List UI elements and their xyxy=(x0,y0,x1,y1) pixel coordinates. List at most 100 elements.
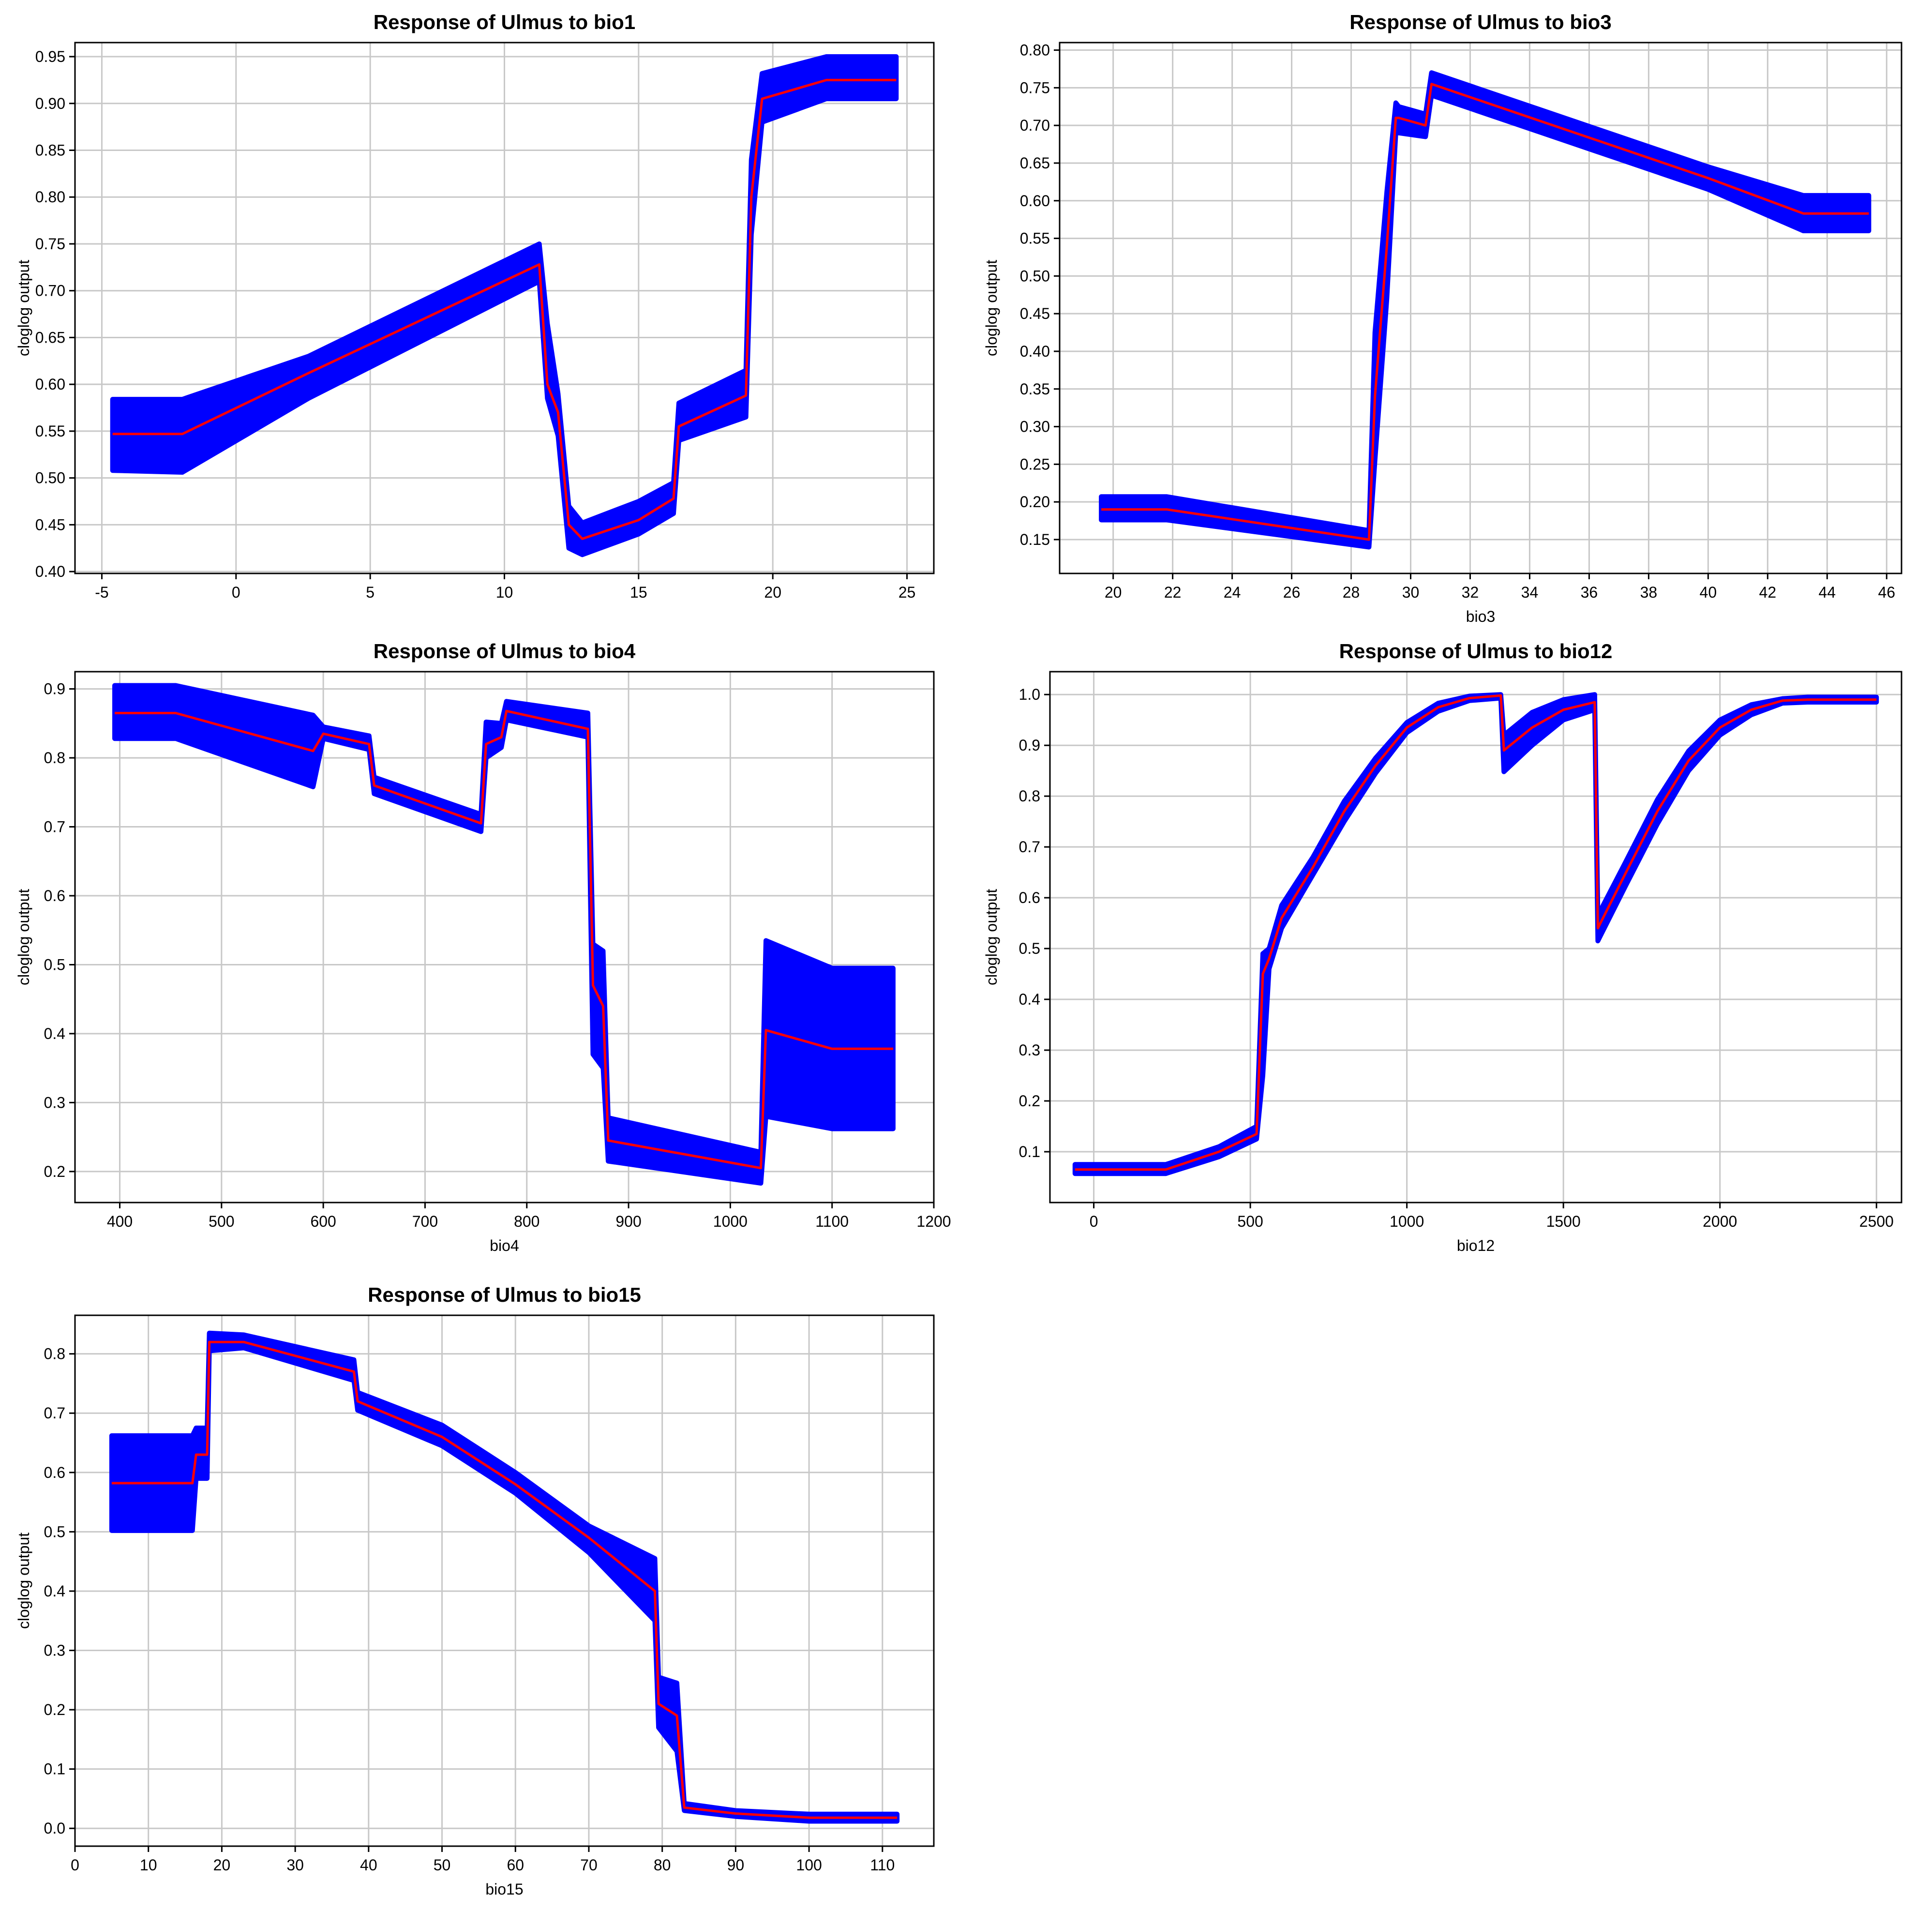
y-tick-label: 0.4 xyxy=(1019,991,1040,1008)
x-tick-label: 5 xyxy=(366,584,374,601)
x-tick-label: 40 xyxy=(1700,584,1717,601)
x-tick-label: 700 xyxy=(412,1213,438,1230)
mean-response-line xyxy=(112,78,897,540)
y-tick-label: 0.1 xyxy=(44,1761,65,1778)
y-tick-label: 0.40 xyxy=(35,563,65,580)
y-tick-label: 0.8 xyxy=(44,749,65,767)
x-tick-label: 10 xyxy=(140,1856,157,1874)
x-tick-label: 46 xyxy=(1878,584,1895,601)
x-tick-label: 38 xyxy=(1640,584,1658,601)
x-tick-label: 2500 xyxy=(1859,1213,1894,1230)
y-axis-label: cloglog output xyxy=(15,1533,32,1629)
mean-response-line xyxy=(111,1340,898,1819)
x-tick-label: 10 xyxy=(496,584,513,601)
y-tick-label: 0.80 xyxy=(1020,42,1050,59)
chart-title: Response of Ulmus to bio12 xyxy=(1339,640,1613,662)
y-tick-label: 0.65 xyxy=(1020,154,1050,172)
y-tick-label: 0.6 xyxy=(1019,889,1040,906)
y-tick-label: 0.1 xyxy=(1019,1143,1040,1160)
y-tick-label: 0.15 xyxy=(1020,531,1050,548)
x-tick-label: 0 xyxy=(71,1856,79,1874)
y-tick-label: 0.75 xyxy=(35,235,65,253)
chart-title: Response of Ulmus to bio1 xyxy=(374,11,635,33)
x-tick-label: 22 xyxy=(1164,584,1182,601)
y-tick-label: 0.0 xyxy=(44,1820,65,1837)
x-tick-label: 90 xyxy=(727,1856,745,1874)
y-tick-label: 0.7 xyxy=(44,818,65,836)
x-tick-label: 60 xyxy=(507,1856,524,1874)
x-axis-label: bio12 xyxy=(1457,1237,1495,1254)
y-tick-label: 0.60 xyxy=(35,376,65,393)
x-tick-label: 0 xyxy=(232,584,240,601)
x-tick-label: 15 xyxy=(630,584,647,601)
confidence-band xyxy=(1099,70,1872,550)
y-tick-label: 0.70 xyxy=(35,282,65,300)
y-tick-label: 0.5 xyxy=(44,956,65,973)
chart-title: Response of Ulmus to bio4 xyxy=(374,640,636,662)
x-tick-label: 44 xyxy=(1818,584,1836,601)
x-tick-label: 30 xyxy=(286,1856,304,1874)
x-tick-label: 800 xyxy=(514,1213,539,1230)
plot-frame xyxy=(74,671,935,1204)
y-axis-label: cloglog output xyxy=(983,889,1000,985)
x-tick-label: 110 xyxy=(870,1856,895,1874)
chart-title: Response of Ulmus to bio3 xyxy=(1349,11,1611,33)
y-tick-label: 0.6 xyxy=(44,1464,65,1481)
x-tick-label: 20 xyxy=(1105,584,1122,601)
y-tick-label: 0.50 xyxy=(35,469,65,487)
x-tick-label: 900 xyxy=(615,1213,641,1230)
x-axis-label: bio15 xyxy=(485,1881,523,1898)
plot-area xyxy=(1060,43,1902,573)
y-tick-label: 0.70 xyxy=(1020,117,1050,134)
y-tick-label: 0.4 xyxy=(44,1582,65,1600)
y-tick-label: 0.8 xyxy=(44,1345,65,1363)
plot-frame xyxy=(74,1314,935,1847)
y-tick-label: 0.3 xyxy=(1019,1041,1040,1059)
confidence-band xyxy=(110,54,899,557)
x-tick-label: 500 xyxy=(209,1213,234,1230)
y-tick-label: 0.8 xyxy=(1019,787,1040,805)
x-tick-label: 34 xyxy=(1521,584,1539,601)
x-tick-label: 42 xyxy=(1759,584,1777,601)
chart-bio15: 0 10 20 30 40 50 60 70 80 90 100 110 0.0 0.1 0.2 0.3 0.4… xyxy=(15,1283,935,1898)
x-tick-label: 400 xyxy=(107,1213,133,1230)
chart-bio3: 20 22 24 26 28 30 32 34 36 38 40 42 44 46 0.15 0.20 0.25… xyxy=(983,11,1902,625)
x-tick-label: 25 xyxy=(899,584,916,601)
y-tick-label: 0.60 xyxy=(1020,192,1050,210)
x-tick-label: 70 xyxy=(580,1856,598,1874)
x-tick-label: 600 xyxy=(310,1213,336,1230)
y-tick-label: 0.4 xyxy=(44,1025,65,1042)
x-tick-label: 1000 xyxy=(1390,1213,1424,1230)
y-tick-label: 1.0 xyxy=(1019,686,1040,703)
y-tick-label: 0.2 xyxy=(44,1701,65,1718)
y-tick-label: 0.40 xyxy=(1020,343,1050,360)
x-tick-label: 26 xyxy=(1283,584,1301,601)
x-axis-label: bio4 xyxy=(490,1237,519,1254)
x-tick-label: 24 xyxy=(1224,584,1241,601)
x-tick-label: 30 xyxy=(1402,584,1420,601)
y-tick-label: 0.75 xyxy=(1020,79,1050,96)
y-tick-label: 0.5 xyxy=(1019,940,1040,957)
x-tick-label: -5 xyxy=(95,584,108,601)
x-tick-label: 40 xyxy=(360,1856,377,1874)
chart-bio12: 0 500 1000 1500 2000 2500 0.1 0.2 0.3 0.4 0.5 0.6 0.… xyxy=(983,640,1902,1254)
y-tick-label: 0.65 xyxy=(35,329,65,346)
y-tick-label: 0.3 xyxy=(44,1094,65,1111)
plot-area xyxy=(75,1315,934,1846)
y-tick-label: 0.6 xyxy=(44,887,65,904)
x-tick-label: 0 xyxy=(1090,1213,1098,1230)
x-tick-label: 80 xyxy=(654,1856,671,1874)
x-tick-label: 1500 xyxy=(1546,1213,1581,1230)
y-tick-label: 0.55 xyxy=(1020,230,1050,247)
y-axis-label: cloglog output xyxy=(15,889,32,985)
y-tick-label: 0.3 xyxy=(44,1642,65,1659)
plot-frame xyxy=(1049,671,1902,1204)
y-tick-label: 0.2 xyxy=(44,1163,65,1180)
y-tick-label: 0.55 xyxy=(35,422,65,440)
y-tick-label: 0.45 xyxy=(1020,305,1050,322)
y-tick-label: 0.7 xyxy=(1019,838,1040,856)
y-tick-label: 0.90 xyxy=(35,95,65,112)
x-tick-label: 32 xyxy=(1462,584,1479,601)
mean-response-line xyxy=(1101,83,1869,541)
confidence-band xyxy=(1072,692,1879,1176)
